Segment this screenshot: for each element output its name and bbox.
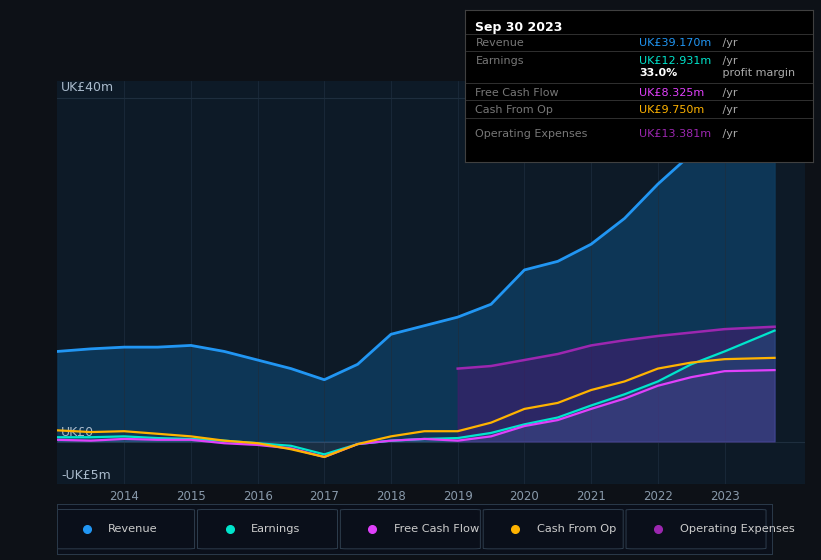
Text: Free Cash Flow: Free Cash Flow [394,524,479,534]
Text: Sep 30 2023: Sep 30 2023 [475,21,563,34]
Text: Revenue: Revenue [108,524,158,534]
Text: Operating Expenses: Operating Expenses [680,524,795,534]
Text: UK£9.750m: UK£9.750m [639,105,704,115]
Text: /yr: /yr [719,56,737,66]
Text: -UK£5m: -UK£5m [62,469,111,482]
Text: /yr: /yr [719,38,737,48]
Text: Earnings: Earnings [475,56,524,66]
Text: UK£13.381m: UK£13.381m [639,129,711,139]
Text: /yr: /yr [719,129,737,139]
Text: UK£0: UK£0 [62,427,94,440]
Text: UK£12.931m: UK£12.931m [639,56,711,66]
Text: Free Cash Flow: Free Cash Flow [475,88,559,98]
Text: 33.0%: 33.0% [639,68,677,78]
Text: profit margin: profit margin [719,68,796,78]
Text: UK£40m: UK£40m [62,81,114,94]
Text: Revenue: Revenue [475,38,524,48]
Text: Earnings: Earnings [251,524,300,534]
Text: Cash From Op: Cash From Op [537,524,616,534]
Text: /yr: /yr [719,88,737,98]
Text: UK£39.170m: UK£39.170m [639,38,711,48]
Text: /yr: /yr [719,105,737,115]
Text: Operating Expenses: Operating Expenses [475,129,588,139]
Text: Cash From Op: Cash From Op [475,105,553,115]
Text: UK£8.325m: UK£8.325m [639,88,704,98]
